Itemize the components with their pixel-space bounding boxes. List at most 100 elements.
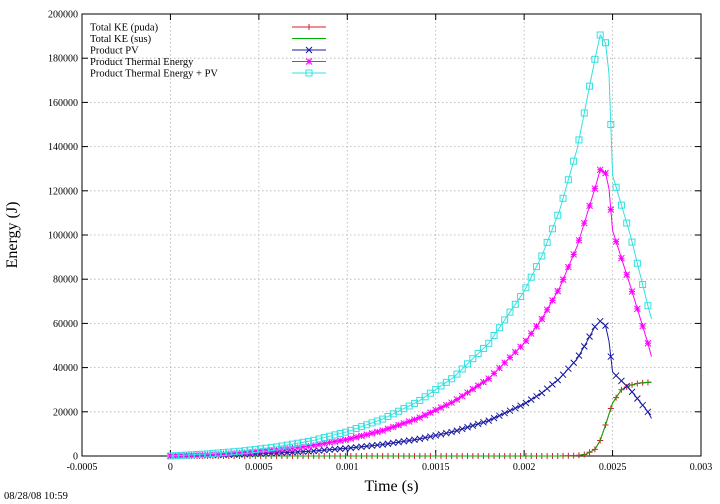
data-point — [368, 442, 376, 449]
data-point — [442, 378, 450, 386]
data-point — [623, 271, 631, 279]
data-point — [262, 444, 270, 452]
data-point — [469, 385, 477, 393]
data-point — [188, 451, 196, 459]
data-point — [421, 393, 429, 401]
data-point — [427, 433, 434, 440]
data-point — [549, 381, 556, 388]
data-point — [586, 82, 594, 90]
data-point — [496, 412, 503, 420]
data-point — [373, 417, 381, 425]
y-tick-label: 200000 — [48, 10, 78, 21]
data-point — [538, 389, 546, 397]
data-point — [612, 183, 620, 191]
data-point — [299, 448, 307, 455]
data-point — [485, 417, 493, 424]
data-point — [448, 399, 455, 407]
data-point — [496, 364, 503, 372]
data-point — [506, 407, 514, 415]
y-tick-label: 140000 — [48, 142, 78, 153]
data-point — [230, 448, 238, 456]
data-point — [522, 337, 530, 345]
data-point — [448, 375, 456, 383]
data-point — [570, 251, 578, 258]
data-point — [347, 426, 355, 434]
data-point — [389, 439, 397, 447]
data-point — [644, 302, 652, 310]
data-point — [586, 202, 593, 210]
data-point — [400, 437, 408, 445]
data-point — [517, 293, 525, 301]
data-point — [607, 206, 615, 213]
data-point — [320, 440, 328, 447]
data-point — [320, 446, 328, 454]
data-point — [458, 425, 466, 433]
data-point — [618, 254, 625, 262]
axis-ticks: -0.0005 0 0.0005 0.001 0.0015 0.002 0.0025 0.00… — [48, 10, 712, 474]
data-point — [533, 392, 540, 400]
data-point — [511, 300, 519, 308]
data-point — [347, 444, 355, 452]
data-point — [617, 201, 625, 209]
data-point — [373, 441, 381, 449]
series-line — [170, 169, 652, 457]
legend: Total KE (puda)Total KE (sus)Product PVP… — [90, 23, 326, 80]
data-point — [304, 437, 312, 445]
data-point — [501, 409, 509, 417]
data-point — [453, 396, 461, 403]
series-line — [170, 381, 652, 457]
data-point — [416, 435, 424, 443]
data-point — [305, 46, 313, 54]
data-point — [453, 427, 461, 434]
data-point — [517, 402, 524, 410]
data-point — [214, 449, 222, 457]
data-point — [235, 447, 243, 455]
data-point — [251, 448, 259, 455]
y-tick-label: 160000 — [48, 98, 78, 109]
data-point — [495, 324, 503, 332]
y-tick-label: 60000 — [53, 319, 78, 330]
data-point — [633, 395, 641, 402]
data-point — [575, 236, 583, 244]
data-point — [580, 109, 588, 117]
data-point — [464, 389, 471, 396]
data-point — [368, 429, 376, 437]
data-point — [358, 443, 365, 451]
data-point — [469, 422, 477, 429]
data-point — [204, 451, 211, 458]
data-point — [554, 211, 562, 219]
data-point — [533, 322, 540, 330]
data-point — [395, 438, 402, 446]
data-point — [564, 176, 572, 184]
data-point — [305, 69, 313, 77]
data-point — [628, 288, 636, 295]
data-point — [363, 421, 371, 429]
data-point — [305, 58, 313, 65]
x-tick-label: 0 — [168, 462, 173, 473]
data-point — [485, 339, 493, 347]
data-point — [326, 446, 333, 454]
data-point — [288, 440, 296, 448]
data-point — [373, 428, 381, 436]
grid-lines — [82, 14, 701, 456]
data-point — [511, 404, 519, 412]
data-point — [310, 447, 318, 455]
data-point — [559, 276, 567, 283]
data-point — [198, 451, 206, 459]
data-point — [437, 404, 445, 412]
data-point — [357, 423, 365, 431]
data-point — [442, 401, 450, 409]
data-point — [352, 443, 360, 451]
data-point — [236, 449, 243, 457]
data-point — [257, 445, 265, 453]
data-point — [596, 317, 604, 325]
data-point — [225, 450, 233, 457]
data-point — [596, 166, 604, 174]
data-point — [517, 343, 524, 351]
data-point — [368, 419, 376, 427]
data-point — [241, 447, 249, 455]
series-line — [170, 33, 652, 457]
data-point — [570, 359, 578, 367]
data-point — [214, 450, 222, 458]
data-point — [575, 136, 583, 144]
